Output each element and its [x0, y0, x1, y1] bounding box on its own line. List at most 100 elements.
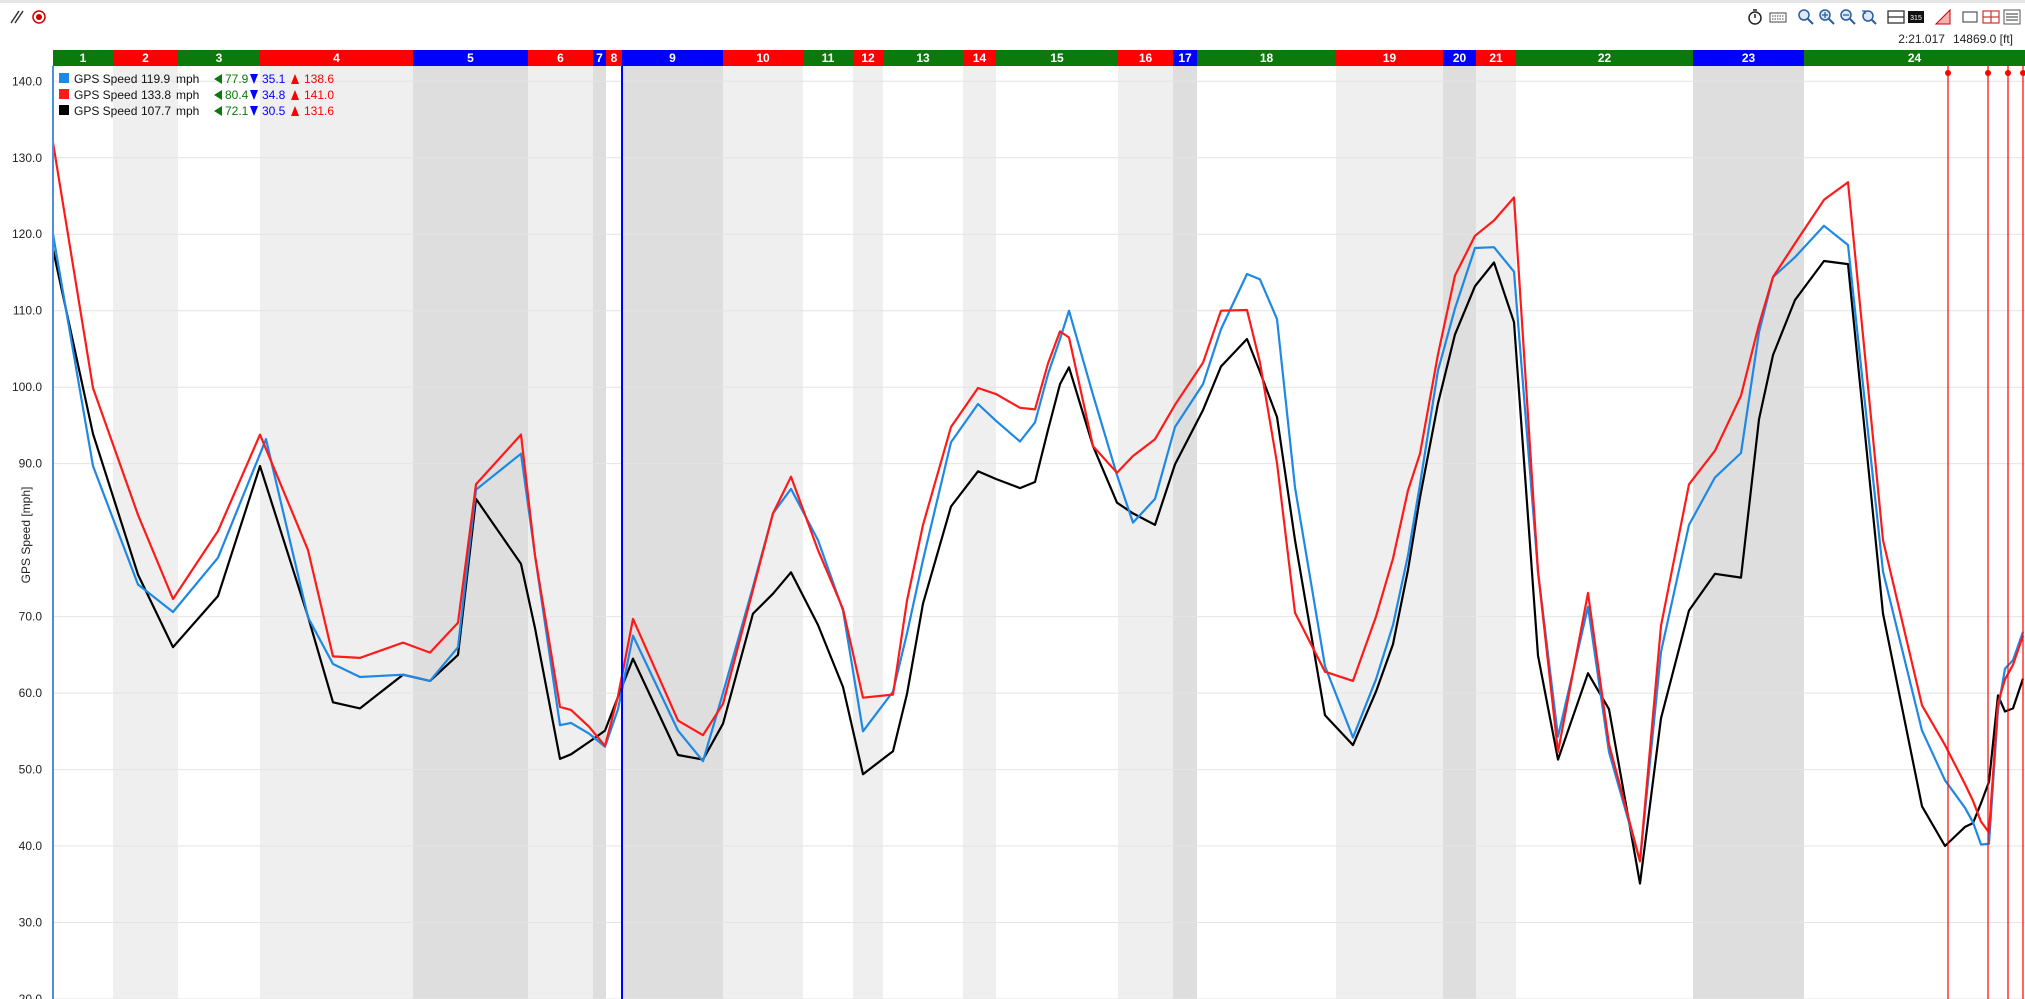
stopwatch-icon[interactable] — [1746, 8, 1764, 26]
zoom-fit-icon[interactable] — [1797, 8, 1815, 26]
legend-swatch — [59, 89, 69, 99]
segment-13[interactable]: 13 — [883, 50, 963, 66]
zoom-in-icon[interactable] — [1818, 8, 1836, 26]
segment-label: 6 — [557, 51, 564, 65]
segment-block[interactable] — [1804, 50, 2025, 66]
series-lines — [51, 142, 2025, 885]
segment-block[interactable] — [853, 50, 883, 66]
segment-10[interactable]: 10 — [723, 50, 803, 66]
segment-18[interactable]: 18 — [1197, 50, 1336, 66]
segment-5[interactable]: 5 — [413, 50, 528, 66]
keyboard-icon[interactable] — [1769, 8, 1787, 26]
legend-min-exit: 77.9 — [225, 72, 249, 86]
segment-block[interactable] — [606, 50, 622, 66]
y-axis-ticks: 20.0 30.0 40.0 50.0 60.0 70.0 90.0 100.0 110.0 12… — [12, 74, 42, 999]
segment-4[interactable]: 4 — [260, 50, 413, 66]
marker-dot — [1985, 70, 1991, 76]
y-tick-label: 130.0 — [12, 151, 42, 165]
legend-unit: mph — [176, 72, 199, 86]
shaded-band — [528, 66, 593, 999]
segment-7[interactable]: 7 — [593, 50, 606, 66]
segment-block[interactable] — [1693, 50, 1804, 66]
menu-icon[interactable] — [2003, 8, 2021, 26]
toolbar: 315 — [0, 0, 2025, 34]
legend-max: 138.6 — [304, 72, 334, 86]
record-icon[interactable] — [30, 8, 48, 26]
segment-label: 23 — [1742, 51, 1756, 65]
segment-label: 2 — [142, 51, 149, 65]
measure-icon[interactable] — [8, 8, 26, 26]
segment-20[interactable]: 20 — [1443, 50, 1476, 66]
segment-block[interactable] — [178, 50, 260, 66]
segment-15[interactable]: 15 — [996, 50, 1118, 66]
shaded-band — [1443, 66, 1476, 999]
y-tick-label: 140.0 — [12, 74, 42, 88]
segment-9[interactable]: 9 — [622, 50, 723, 66]
segment-block[interactable] — [963, 50, 996, 66]
legend: GPS Speed 119.9 mph 77.9 35.1 138.6 GPS Speed 1… — [59, 72, 334, 118]
segment-block[interactable] — [528, 50, 593, 66]
segment-label: 7 — [596, 51, 603, 65]
segment-1[interactable]: 1 — [53, 50, 113, 66]
zoom-reset-icon[interactable] — [1860, 8, 1878, 26]
segment-block[interactable] — [1197, 50, 1336, 66]
segment-label: 20 — [1453, 51, 1467, 65]
segment-14[interactable]: 14 — [963, 50, 996, 66]
segment-11[interactable]: 11 — [803, 50, 853, 66]
segment-block[interactable] — [996, 50, 1118, 66]
segment-block[interactable] — [883, 50, 963, 66]
segment-block[interactable] — [413, 50, 528, 66]
segment-block[interactable] — [1173, 50, 1197, 66]
split-view-icon[interactable] — [1982, 8, 2000, 26]
segment-19[interactable]: 19 — [1336, 50, 1443, 66]
min-exit-icon — [214, 74, 222, 84]
segment-16[interactable]: 16 — [1118, 50, 1173, 66]
segment-block[interactable] — [1516, 50, 1693, 66]
segment-3[interactable]: 3 — [178, 50, 260, 66]
time-distance-readout: 2:21.017 14869.0 [ft] — [1890, 32, 2013, 46]
segment-label: 19 — [1383, 51, 1397, 65]
segment-block[interactable] — [260, 50, 413, 66]
segment-2[interactable]: 2 — [113, 50, 178, 66]
segment-21[interactable]: 21 — [1476, 50, 1516, 66]
segment-bar[interactable]: 1 2 3 4 5 6 7 8 9 10 11 12 13 14 15 16 17 18 19 20 21 22 23 24 — [53, 50, 2025, 66]
legend-max: 131.6 — [304, 104, 334, 118]
segment-block[interactable] — [113, 50, 178, 66]
window-icon[interactable] — [1961, 8, 1979, 26]
segment-label: 16 — [1139, 51, 1153, 65]
segment-block[interactable] — [1476, 50, 1516, 66]
zoom-out-icon[interactable] — [1839, 8, 1857, 26]
shaded-band — [1693, 66, 1804, 999]
segment-12[interactable]: 12 — [853, 50, 883, 66]
segment-block[interactable] — [803, 50, 853, 66]
min-icon — [250, 106, 258, 116]
segment-6[interactable]: 6 — [528, 50, 593, 66]
legend-max: 141.0 — [304, 88, 334, 102]
segment-block[interactable] — [1118, 50, 1173, 66]
segment-24[interactable]: 24 — [1804, 50, 2025, 66]
shaded-band — [260, 66, 413, 999]
segment-block[interactable] — [622, 50, 723, 66]
segment-8[interactable]: 8 — [606, 50, 622, 66]
legend-name: GPS Speed — [74, 72, 137, 86]
layout-icon[interactable] — [1887, 8, 1905, 26]
counter-icon[interactable]: 315 — [1907, 8, 1925, 26]
y-tick-label: 60.0 — [19, 686, 43, 700]
segment-block[interactable] — [723, 50, 803, 66]
segment-block[interactable] — [1336, 50, 1443, 66]
segment-22[interactable]: 22 — [1516, 50, 1693, 66]
gradient-icon[interactable] — [1934, 8, 1952, 26]
marker-dot — [2020, 70, 2025, 76]
segment-17[interactable]: 17 — [1173, 50, 1197, 66]
segment-label: 24 — [1908, 51, 1922, 65]
segment-block[interactable] — [1443, 50, 1476, 66]
segment-label: 3 — [216, 51, 223, 65]
segment-block[interactable] — [53, 50, 113, 66]
segment-23[interactable]: 23 — [1693, 50, 1804, 66]
shaded-band — [1173, 66, 1197, 999]
segment-label: 11 — [822, 51, 835, 65]
segment-label: 14 — [973, 51, 987, 65]
segment-block[interactable] — [593, 50, 606, 66]
shaded-band — [1476, 66, 1516, 999]
